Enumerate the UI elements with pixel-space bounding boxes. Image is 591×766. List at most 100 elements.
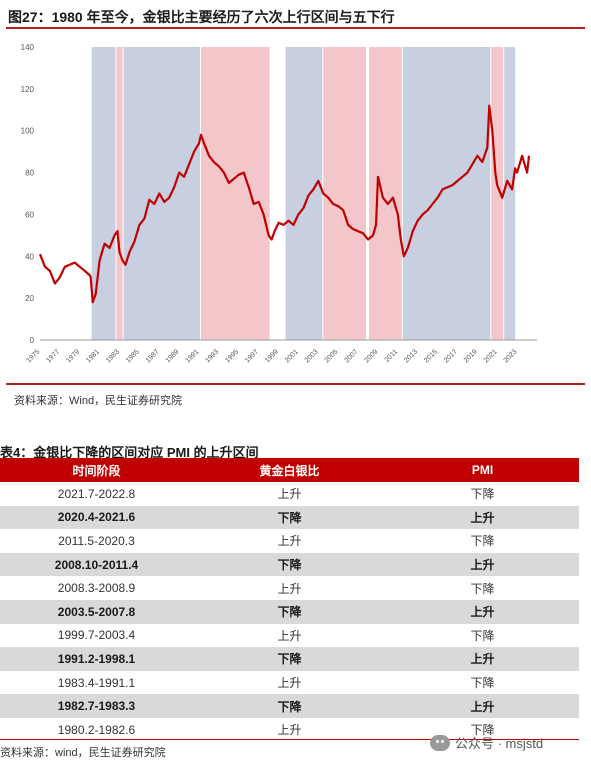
header-ratio: 黄金白银比 xyxy=(193,458,386,482)
cell-period: 2003.5-2007.8 xyxy=(0,599,193,624)
x-tick-label: 2007 xyxy=(344,348,360,364)
y-tick-label: 40 xyxy=(25,252,34,261)
shade-down-5 xyxy=(323,47,367,340)
cell-period: 2008.10-2011.4 xyxy=(0,552,193,577)
shade-down-9 xyxy=(491,47,504,340)
cell-period: 1999.7-2003.4 xyxy=(0,623,193,648)
x-tick-label: 2011 xyxy=(384,348,400,364)
watermark: 公众号 · msjstd xyxy=(430,733,543,752)
shade-down-1 xyxy=(116,47,123,340)
x-tick-label: 1983 xyxy=(105,348,121,364)
y-tick-label: 0 xyxy=(30,336,35,345)
x-tick-label: 2017 xyxy=(443,348,459,364)
x-tick-label: 2005 xyxy=(324,348,340,364)
cell-pmi: 上升 xyxy=(386,599,579,624)
table-source: 资料来源：wind，民生证券研究院 xyxy=(0,747,166,759)
figure-source: 资料来源：Wind，民生证券研究院 xyxy=(14,395,183,407)
y-tick-label: 120 xyxy=(21,85,35,94)
y-tick-label: 60 xyxy=(25,210,34,219)
cell-pmi: 下降 xyxy=(386,482,579,506)
shade-up-2 xyxy=(123,47,201,340)
gold-silver-ratio-chart: 0 20 40 60 80 100 120 140 1975 1977 1979 1981 1983 1… xyxy=(0,30,591,382)
cell-period: 2021.7-2022.8 xyxy=(0,482,193,506)
table-row: 1991.2-1998.1 下降 上升 xyxy=(0,647,579,671)
cell-period: 2020.4-2021.6 xyxy=(0,505,193,530)
cell-period: 2008.3-2008.9 xyxy=(0,576,193,600)
x-tick-label: 2015 xyxy=(423,348,439,364)
x-tick-label: 2001 xyxy=(284,348,300,364)
title-divider xyxy=(6,27,585,29)
gold-silver-ratio-line xyxy=(38,104,531,304)
interval-table: 时间阶段 黄金白银比 PMI 2021.7-2022.8 上升 下降 2020.… xyxy=(0,458,579,742)
table-title: 表4：金银比下降的区间对应 PMI 的上升区间 xyxy=(0,445,259,460)
shade-up-0 xyxy=(91,47,116,340)
cell-period: 1991.2-1998.1 xyxy=(0,647,193,671)
table-row: 2021.7-2022.8 上升 下降 xyxy=(0,482,579,506)
cell-pmi: 下降 xyxy=(386,670,579,695)
chart-svg: 0 20 40 60 80 100 120 140 1975 1977 1979 1981 1983 1… xyxy=(21,43,537,364)
cell-pmi: 下降 xyxy=(386,576,579,600)
x-tick-label: 1993 xyxy=(204,348,220,364)
header-period: 时间阶段 xyxy=(0,458,193,482)
cell-ratio: 下降 xyxy=(193,694,386,718)
watermark-text: 公众号 · msjstd xyxy=(455,736,544,751)
cell-ratio: 上升 xyxy=(193,623,386,648)
x-tick-label: 1999 xyxy=(264,348,280,364)
table-bottom-rule xyxy=(0,739,579,740)
y-tick-label: 100 xyxy=(21,127,35,136)
cell-pmi: 下降 xyxy=(386,623,579,648)
x-tick-label: 2009 xyxy=(363,348,379,364)
chart-divider xyxy=(6,383,585,385)
shaded-intervals xyxy=(91,47,516,340)
table-row: 1982.7-1983.3 下降 上升 xyxy=(0,694,579,718)
cell-pmi: 上升 xyxy=(386,552,579,577)
x-tick-label: 1985 xyxy=(125,348,141,364)
shade-up-4 xyxy=(285,47,323,340)
x-tick-label: 2021 xyxy=(483,348,499,364)
table-row: 2008.3-2008.9 上升 下降 xyxy=(0,576,579,600)
y-tick-label: 140 xyxy=(21,43,35,52)
x-tick-label: 1989 xyxy=(165,348,181,364)
cell-ratio: 下降 xyxy=(193,599,386,624)
cell-pmi: 上升 xyxy=(386,647,579,671)
x-tick-label: 2019 xyxy=(463,348,479,364)
x-tick-label: 1995 xyxy=(224,348,240,364)
x-tick-label: 2003 xyxy=(304,348,320,364)
y-axis: 0 20 40 60 80 100 120 140 xyxy=(21,43,35,345)
cell-period: 2011.5-2020.3 xyxy=(0,529,193,553)
shade-down-7 xyxy=(369,47,402,340)
table-header-row: 时间阶段 黄金白银比 PMI xyxy=(0,458,579,482)
shade-up-10 xyxy=(504,47,516,340)
y-tick-label: 80 xyxy=(25,169,34,178)
x-tick-label: 1979 xyxy=(65,348,81,364)
x-axis: 1975 1977 1979 1981 1983 1985 1987 1989 1991 1993… xyxy=(25,339,537,364)
x-tick-label: 1997 xyxy=(244,348,260,364)
table-row: 1983.4-1991.1 上升 下降 xyxy=(0,670,579,695)
x-tick-label: 2013 xyxy=(403,348,419,364)
header-pmi: PMI xyxy=(386,458,579,482)
cell-ratio: 下降 xyxy=(193,505,386,530)
table-row: 1999.7-2003.4 上升 下降 xyxy=(0,623,579,648)
shade-up-8 xyxy=(402,47,491,340)
wechat-icon xyxy=(430,734,450,751)
x-tick-label: 1977 xyxy=(45,348,61,364)
cell-pmi: 下降 xyxy=(386,529,579,553)
x-tick-label: 1975 xyxy=(25,348,41,364)
table-row: 2011.5-2020.3 上升 下降 xyxy=(0,529,579,553)
cell-ratio: 上升 xyxy=(193,576,386,600)
cell-period: 1980.2-1982.6 xyxy=(0,717,193,742)
table-row: 2008.10-2011.4 下降 上升 xyxy=(0,552,579,577)
x-tick-label: 1991 xyxy=(184,348,200,364)
figure-title: 图27：1980 年至今，金银比主要经历了六次上行区间与五下行 xyxy=(8,9,395,25)
x-tick-label: 2023 xyxy=(503,348,519,364)
cell-ratio: 上升 xyxy=(193,670,386,695)
y-tick-label: 20 xyxy=(25,294,34,303)
cell-ratio: 上升 xyxy=(193,717,386,742)
shade-down-3 xyxy=(201,47,270,340)
cell-period: 1982.7-1983.3 xyxy=(0,694,193,718)
cell-pmi: 上升 xyxy=(386,505,579,530)
cell-pmi: 上升 xyxy=(386,694,579,718)
cell-ratio: 上升 xyxy=(193,482,386,506)
x-tick-label: 1987 xyxy=(145,348,161,364)
cell-ratio: 下降 xyxy=(193,647,386,671)
